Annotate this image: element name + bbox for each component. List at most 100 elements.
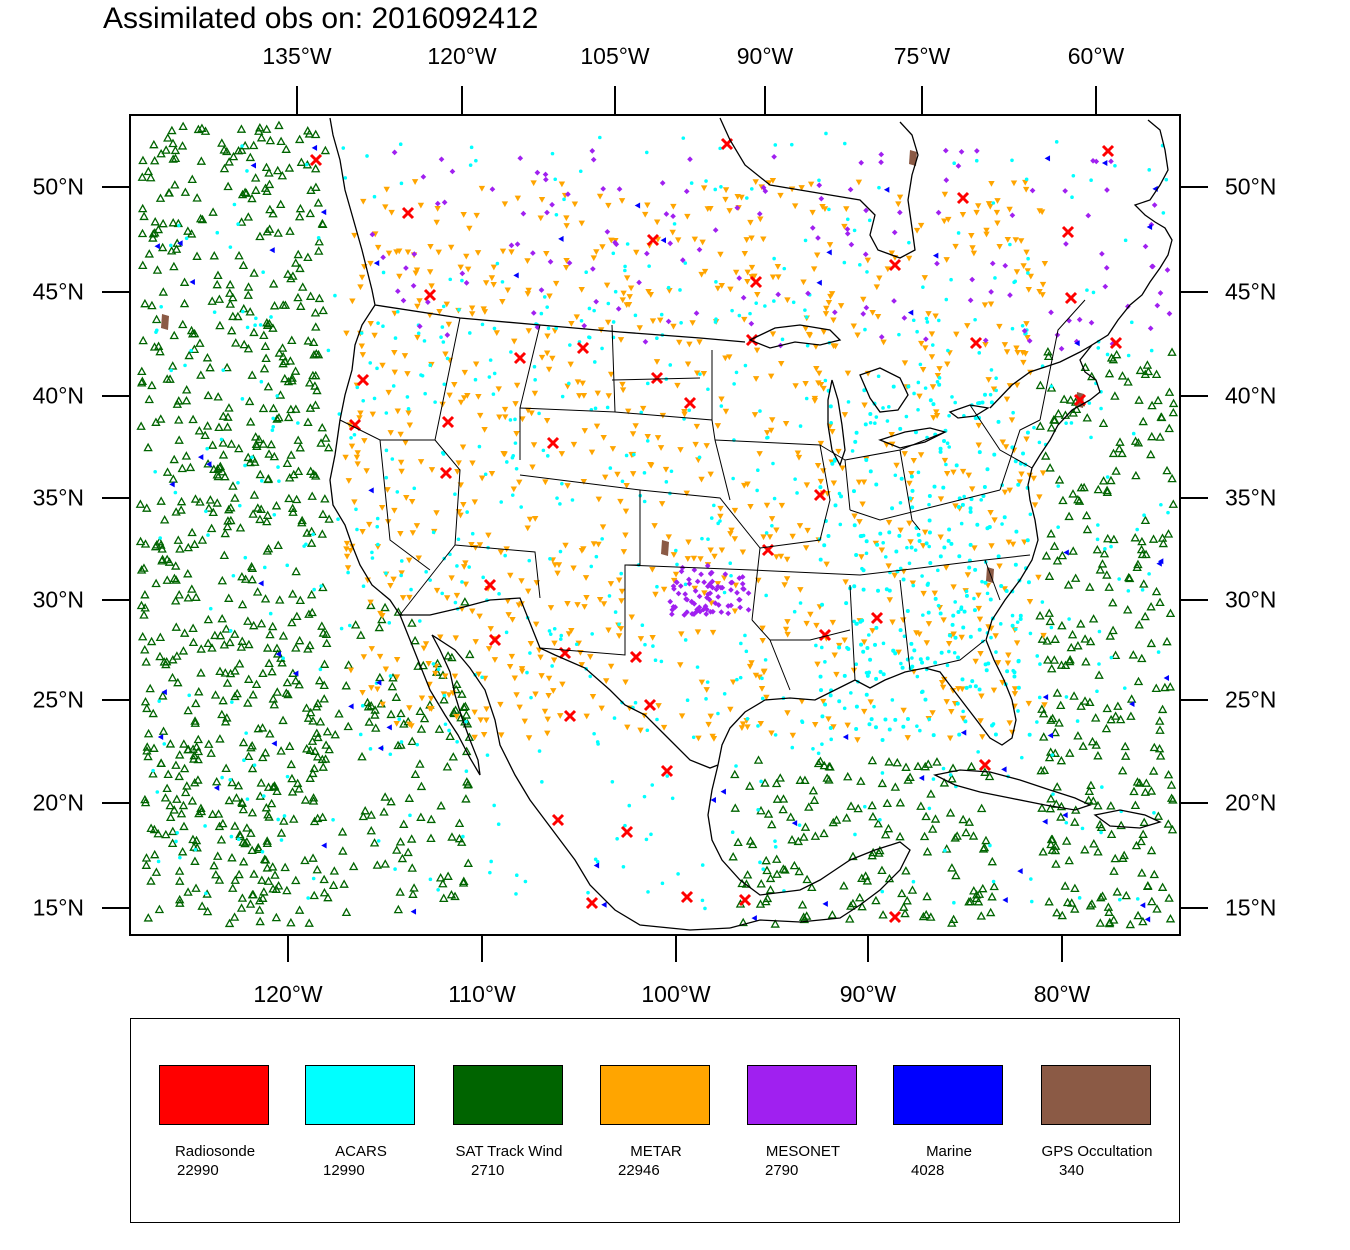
- sat-wind-marker: [309, 763, 320, 773]
- sat-wind-marker: [170, 145, 181, 155]
- sat-wind-marker: [243, 212, 254, 221]
- metar-marker: [547, 605, 555, 611]
- metar-marker: [718, 547, 726, 554]
- sat-wind-marker: [845, 914, 855, 923]
- acars-marker: [759, 779, 763, 784]
- acars-marker: [277, 479, 281, 483]
- acars-marker: [973, 317, 977, 322]
- acars-marker: [1069, 421, 1074, 425]
- acars-marker: [881, 540, 885, 545]
- acars-marker: [883, 555, 888, 559]
- metar-marker: [1018, 471, 1025, 478]
- metar-marker: [469, 608, 476, 615]
- metar-marker: [906, 520, 913, 527]
- sat-wind-marker: [1073, 731, 1083, 740]
- sat-wind-marker: [248, 509, 258, 518]
- sat-wind-marker: [293, 249, 303, 259]
- metar-marker: [532, 621, 540, 628]
- acars-marker: [930, 343, 935, 347]
- acars-marker: [916, 470, 921, 475]
- acars-marker: [947, 633, 952, 638]
- acars-marker: [1016, 685, 1021, 690]
- sat-wind-marker: [1106, 829, 1117, 839]
- acars-marker: [542, 295, 547, 299]
- sat-wind-marker: [978, 844, 989, 853]
- metar-marker: [933, 413, 941, 419]
- acars-marker: [578, 169, 583, 174]
- metar-marker: [541, 708, 549, 715]
- metar-marker: [452, 635, 459, 642]
- sat-wind-marker: [1168, 398, 1179, 408]
- sat-wind-marker: [362, 697, 373, 707]
- acars-marker: [772, 256, 776, 261]
- sat-wind-marker: [1046, 793, 1056, 803]
- acars-marker: [900, 665, 905, 670]
- sat-wind-marker: [1064, 656, 1075, 666]
- metar-marker: [475, 671, 482, 678]
- sat-wind-marker: [234, 869, 244, 879]
- metar-marker: [964, 572, 972, 578]
- metar-marker: [602, 474, 609, 481]
- sat-wind-marker: [141, 853, 152, 862]
- metar-marker: [502, 414, 509, 421]
- metar-marker: [538, 354, 546, 361]
- sat-wind-marker: [942, 844, 952, 853]
- acars-marker: [931, 733, 936, 738]
- sat-wind-marker: [257, 875, 267, 884]
- sat-wind-marker: [230, 875, 240, 884]
- sat-wind-marker: [1056, 660, 1067, 669]
- acars-marker: [868, 411, 873, 416]
- metar-marker: [404, 249, 412, 256]
- metar-marker: [411, 179, 419, 185]
- acars-marker: [1077, 896, 1082, 900]
- mesonet-marker: [590, 266, 596, 272]
- acars-marker: [1070, 195, 1074, 200]
- acars-marker: [554, 212, 559, 217]
- metar-marker: [802, 325, 809, 332]
- metar-marker: [777, 553, 785, 560]
- acars-marker: [854, 621, 859, 626]
- metar-marker: [387, 582, 394, 589]
- acars-marker: [846, 647, 851, 652]
- metar-marker: [432, 670, 439, 677]
- acars-marker: [908, 496, 913, 501]
- acars-marker: [931, 777, 936, 781]
- metar-marker: [976, 616, 984, 623]
- sat-wind-marker: [856, 776, 866, 785]
- metar-marker: [482, 280, 490, 287]
- sat-wind-marker: [190, 716, 200, 725]
- acars-marker: [203, 824, 207, 828]
- metar-marker: [345, 478, 353, 484]
- acars-marker: [911, 879, 916, 884]
- metar-marker: [406, 422, 414, 429]
- mesonet-marker: [420, 173, 427, 180]
- sat-wind-marker: [323, 442, 334, 452]
- sat-wind-marker: [306, 707, 316, 717]
- lake-ontario: [948, 404, 990, 419]
- acars-marker: [593, 406, 598, 411]
- sat-wind-marker: [280, 356, 290, 366]
- sat-wind-marker: [188, 623, 198, 632]
- acars-marker: [738, 675, 743, 680]
- metar-marker: [905, 255, 913, 262]
- sat-wind-marker: [153, 828, 163, 838]
- sat-wind-marker: [1112, 887, 1122, 896]
- metar-marker: [953, 331, 960, 338]
- mesonet-marker: [434, 200, 441, 207]
- metar-marker: [416, 298, 423, 304]
- acars-marker: [499, 500, 504, 504]
- radiosonde-marker: [563, 709, 577, 723]
- sat-wind-marker: [305, 291, 316, 300]
- acars-marker: [878, 531, 883, 536]
- sat-wind-marker: [386, 709, 396, 719]
- metar-marker: [397, 431, 404, 438]
- sat-wind-marker: [1051, 859, 1061, 868]
- mesonet-marker: [636, 279, 642, 286]
- radiosonde-marker: [969, 336, 983, 350]
- acars-marker: [596, 742, 600, 746]
- sat-wind-marker: [203, 638, 213, 648]
- metar-marker: [917, 222, 925, 229]
- acars-marker: [942, 439, 947, 444]
- sat-wind-marker: [1130, 800, 1141, 810]
- acars-marker: [950, 622, 955, 627]
